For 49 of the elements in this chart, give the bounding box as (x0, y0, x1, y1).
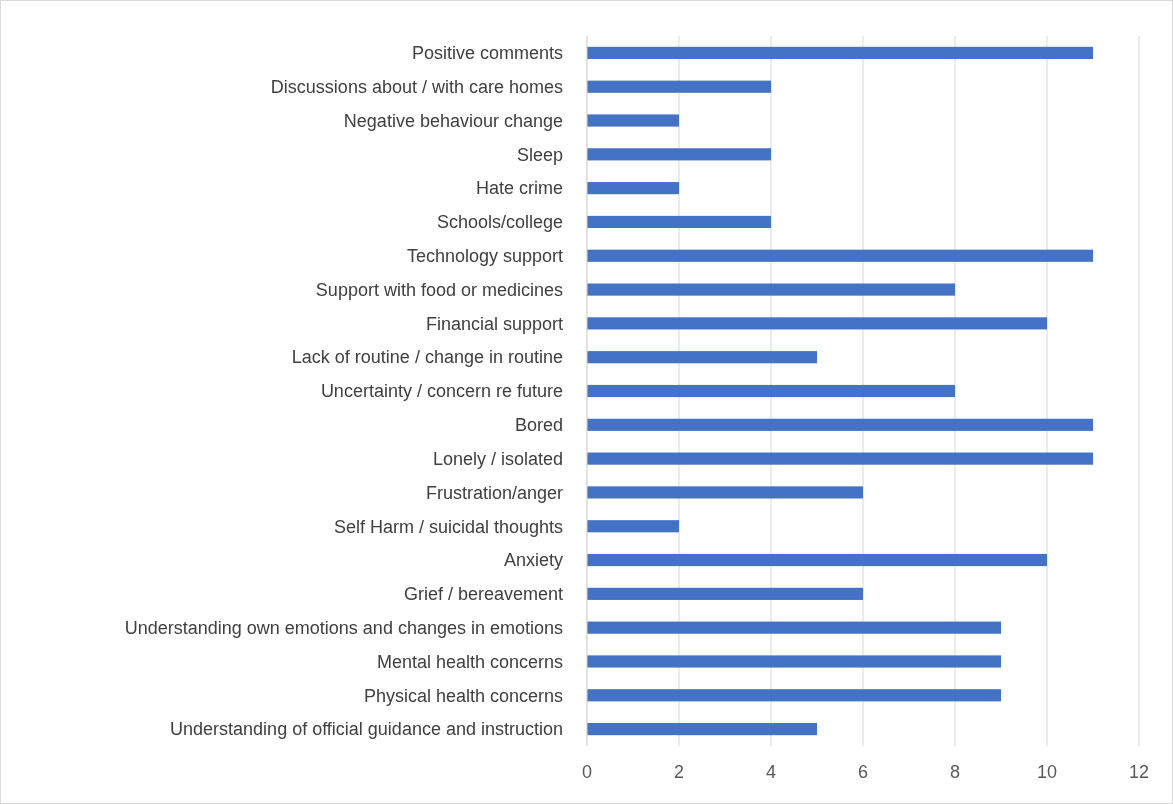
x-tick-label: 0 (581, 762, 593, 782)
bar (587, 46, 1093, 59)
y-tick-label: Understanding of official guidance and instruction (170, 719, 563, 740)
bar (587, 486, 863, 499)
bar (587, 452, 1093, 465)
y-tick-label: Positive comments (411, 43, 563, 64)
x-tick-label: 8 (949, 762, 961, 782)
x-tick-label: 2 (673, 762, 685, 782)
y-tick-label: Schools/college (436, 212, 563, 233)
x-tick-label: 10 (1036, 762, 1058, 782)
bar (587, 621, 1001, 634)
y-tick-label: Bored (514, 415, 563, 436)
y-tick-label: Support with food or medicines (315, 279, 563, 300)
y-tick-label: Lonely / isolated (432, 448, 563, 469)
bar (587, 587, 863, 600)
bar (587, 215, 771, 229)
bar (587, 351, 817, 364)
bar (587, 80, 771, 93)
y-tick-label: Anxiety (503, 550, 563, 571)
bar (587, 418, 1093, 431)
y-tick-label: Technology support (406, 246, 563, 267)
y-tick-label: Financial support (425, 313, 563, 334)
bar (587, 689, 1001, 702)
bar (587, 553, 1047, 567)
y-tick-label: Negative behaviour change (343, 110, 563, 131)
y-tick-label: Sleep (516, 144, 563, 165)
bar (587, 655, 1001, 668)
bar (587, 249, 1093, 262)
y-tick-label: Understanding own emotions and changes in emotions (124, 617, 563, 638)
x-tick-label: 12 (1128, 762, 1150, 782)
x-tick-label: 6 (857, 762, 869, 782)
y-tick-label: Physical health concerns (363, 685, 563, 706)
bar (587, 283, 955, 296)
y-tick-label: Self Harm / suicidal thoughts (333, 516, 563, 537)
y-tick-label: Grief / bereavement (403, 584, 563, 605)
y-tick-label: Uncertainty / concern re future (320, 381, 563, 402)
y-tick-label: Discussions about / with care homes (270, 77, 563, 98)
bar (587, 148, 771, 161)
y-tick-label: Lack of routine / change in routine (291, 347, 563, 368)
bar (587, 182, 679, 195)
bar (587, 317, 1047, 330)
x-tick-label: 4 (765, 762, 777, 782)
bar (587, 520, 679, 533)
bar (587, 384, 955, 398)
y-tick-label: Frustration/anger (425, 482, 563, 503)
bar (587, 723, 817, 736)
bar (587, 114, 679, 127)
y-tick-label: Hate crime (475, 178, 563, 199)
y-tick-label: Mental health concerns (376, 651, 563, 672)
